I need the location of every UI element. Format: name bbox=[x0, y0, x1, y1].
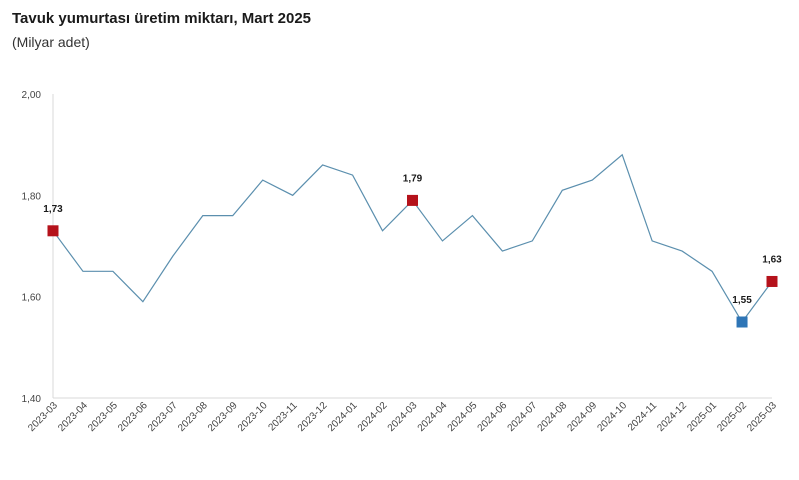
x-tick-label: 2024-11 bbox=[626, 400, 660, 434]
x-tick-label: 2024-02 bbox=[356, 400, 390, 434]
x-tick-label: 2024-08 bbox=[536, 400, 570, 434]
y-tick-label: 1,80 bbox=[22, 191, 42, 202]
data-point-marker bbox=[47, 225, 59, 237]
x-tick-label: 2024-06 bbox=[476, 400, 510, 434]
x-tick-label: 2024-04 bbox=[416, 400, 450, 434]
x-tick-label: 2024-01 bbox=[326, 400, 360, 434]
x-tick-label: 2024-03 bbox=[386, 400, 420, 434]
x-tick-label: 2023-09 bbox=[206, 400, 240, 434]
x-tick-label: 2024-07 bbox=[506, 400, 540, 434]
x-tick-label: 2023-04 bbox=[56, 400, 90, 434]
x-tick-label: 2024-05 bbox=[446, 400, 480, 434]
x-tick-label: 2025-01 bbox=[685, 400, 719, 434]
chart-subtitle: (Milyar adet) bbox=[12, 34, 90, 50]
x-tick-label: 2024-10 bbox=[595, 400, 629, 434]
x-tick-label: 2023-06 bbox=[116, 400, 150, 434]
x-tick-label: 2023-05 bbox=[86, 400, 120, 434]
data-point-marker bbox=[407, 194, 418, 206]
x-tick-label: 2023-11 bbox=[266, 400, 300, 434]
y-tick-label: 1,60 bbox=[22, 293, 42, 304]
x-tick-label: 2025-03 bbox=[745, 400, 779, 434]
x-tick-label: 2023-12 bbox=[296, 400, 330, 434]
x-tick-label: 2025-02 bbox=[715, 400, 749, 434]
x-tick-label: 2023-10 bbox=[236, 400, 270, 434]
chart-title: Tavuk yumurtası üretim miktarı, Mart 202… bbox=[12, 10, 312, 27]
data-point-marker bbox=[736, 316, 748, 328]
data-label: 1,55 bbox=[732, 295, 752, 306]
x-tick-label: 2023-07 bbox=[146, 400, 180, 434]
data-label: 1,63 bbox=[762, 254, 782, 265]
data-label: 1,79 bbox=[403, 173, 423, 184]
y-tick-label: 2,00 bbox=[22, 90, 42, 101]
x-tick-label: 2023-08 bbox=[176, 400, 210, 434]
x-tick-label: 2023-03 bbox=[26, 400, 60, 434]
data-point-marker bbox=[766, 275, 778, 287]
x-tick-label: 2024-12 bbox=[655, 400, 689, 434]
data-label: 1,73 bbox=[43, 204, 63, 215]
x-tick-label: 2024-09 bbox=[566, 400, 600, 434]
y-tick-label: 1,40 bbox=[22, 394, 42, 405]
